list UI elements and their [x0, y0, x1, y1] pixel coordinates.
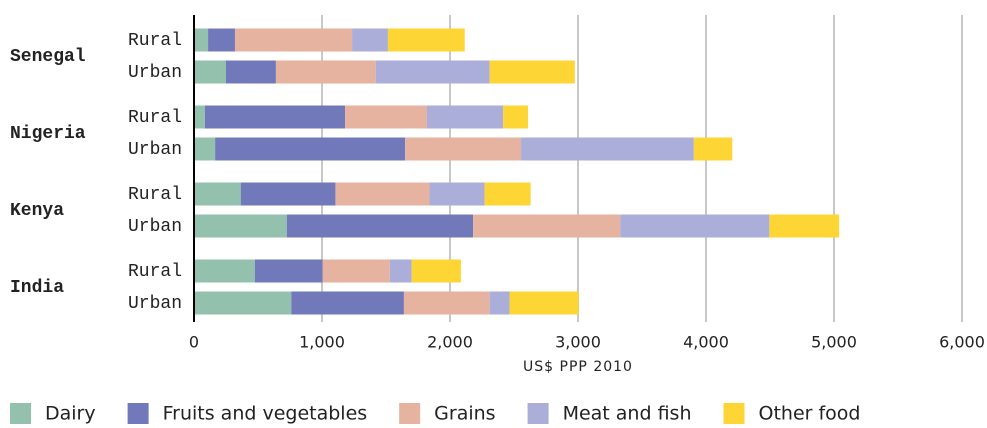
- bar-segment: [194, 182, 241, 206]
- bar-segment: [693, 137, 733, 161]
- x-tick-label: 0: [189, 333, 199, 352]
- legend-label: Meat and fish: [563, 403, 692, 425]
- x-axis-label: US$ PPP 2010: [523, 359, 633, 375]
- bar-segment: [426, 105, 504, 129]
- legend-swatch: [527, 403, 549, 424]
- legend-swatch: [399, 403, 421, 424]
- bar-segment: [254, 259, 323, 283]
- row-label: Rural: [128, 108, 182, 128]
- bar-segment: [503, 105, 529, 129]
- bar-segment: [194, 105, 205, 129]
- bar-segment: [286, 214, 474, 238]
- bar-segment: [403, 291, 490, 315]
- x-tick-label: 6,000: [939, 333, 985, 352]
- legend-swatch: [723, 403, 745, 424]
- bar-segment: [620, 214, 770, 238]
- bar-segment: [375, 60, 490, 84]
- bar-segment: [387, 28, 465, 52]
- bar-segment: [194, 60, 226, 84]
- bar-segment: [194, 137, 216, 161]
- row-label: Rural: [128, 262, 182, 282]
- row-label: Urban: [128, 63, 182, 83]
- bar-segment: [208, 28, 235, 52]
- legend-label: Dairy: [45, 403, 96, 425]
- group-label: Nigeria: [10, 124, 86, 144]
- group-label: India: [10, 278, 64, 298]
- bar-segment: [489, 291, 510, 315]
- bar-segment: [194, 28, 209, 52]
- bar-segment: [769, 214, 840, 238]
- bar-segment: [194, 291, 292, 315]
- row-label: Rural: [128, 185, 182, 205]
- x-tick-label: 3,000: [555, 333, 601, 352]
- bar-segment: [521, 137, 694, 161]
- bar-segment: [194, 259, 255, 283]
- bar-segment: [405, 137, 522, 161]
- bar-segment: [411, 259, 461, 283]
- bar-segment: [509, 291, 579, 315]
- bar-segment: [234, 28, 353, 52]
- row-label: Urban: [128, 217, 182, 237]
- row-label: Urban: [128, 294, 182, 314]
- legend-swatch: [10, 403, 31, 424]
- bar-segment: [275, 60, 376, 84]
- bar-segment: [352, 28, 388, 52]
- bar-segment: [484, 182, 531, 206]
- row-label: Rural: [128, 31, 182, 51]
- bar-segment: [389, 259, 412, 283]
- bar-segment: [204, 105, 346, 129]
- legend-swatch: [127, 403, 149, 424]
- bar-segment: [226, 60, 276, 84]
- legend-label: Grains: [434, 403, 495, 425]
- x-tick-label: 1,000: [299, 333, 345, 352]
- x-tick-label: 5,000: [811, 333, 857, 352]
- bar-segment: [194, 214, 287, 238]
- legend-label: Fruits and vegetables: [163, 403, 368, 425]
- row-label: Urban: [128, 140, 182, 160]
- group-label: Senegal: [10, 47, 86, 67]
- x-tick-label: 4,000: [683, 333, 729, 352]
- bar-segment: [215, 137, 406, 161]
- group-label: Kenya: [10, 201, 64, 221]
- bar-segment: [240, 182, 336, 206]
- bar-segment: [489, 60, 575, 84]
- bar-segment: [473, 214, 621, 238]
- bar-segment: [429, 182, 485, 206]
- bar-segment: [345, 105, 427, 129]
- bar-segment: [322, 259, 390, 283]
- bar-segment: [291, 291, 404, 315]
- legend-label: Other food: [759, 403, 861, 425]
- x-tick-label: 2,000: [427, 333, 473, 352]
- bar-segment: [335, 182, 430, 206]
